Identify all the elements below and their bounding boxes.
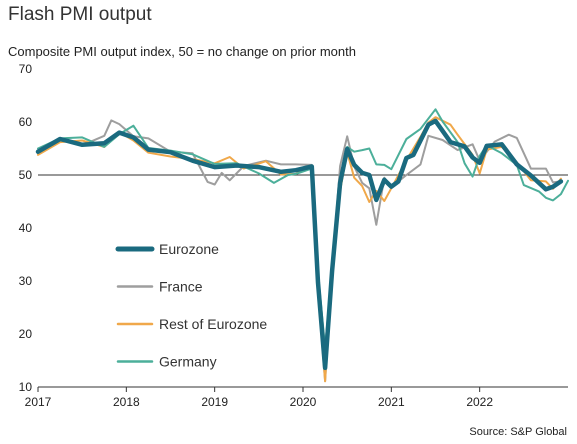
series-line-rest-of-eurozone	[37, 116, 562, 383]
y-tick-label-50: 50	[19, 168, 33, 182]
legend-label-rest-of-eurozone: Rest of Eurozone	[159, 316, 267, 332]
series-line-eurozone	[35, 118, 564, 371]
x-tick-label-2020: 2020	[290, 395, 317, 409]
x-tick-label-2021: 2021	[378, 395, 405, 409]
x-tick-label-2022: 2022	[466, 395, 493, 409]
x-tick-label-2017: 2017	[25, 395, 52, 409]
legend-label-germany: Germany	[159, 354, 217, 370]
y-tick-label-10: 10	[19, 380, 33, 394]
y-tick-label-70: 70	[19, 62, 33, 76]
chart-title: Flash PMI output	[8, 4, 152, 25]
legend-label-france: France	[159, 279, 203, 295]
y-tick-label-20: 20	[19, 327, 33, 341]
x-tick-label-2019: 2019	[201, 395, 228, 409]
y-tick-label-30: 30	[19, 274, 33, 288]
chart-subtitle: Composite PMI output index, 50 = no chan…	[8, 44, 356, 59]
series-line-germany	[37, 108, 569, 349]
y-tick-label-60: 60	[19, 115, 33, 129]
legend-label-eurozone: Eurozone	[159, 241, 219, 257]
source-note: Source: S&P Global	[469, 426, 567, 438]
y-tick-label-40: 40	[19, 221, 33, 235]
x-tick-label-2018: 2018	[113, 395, 140, 409]
